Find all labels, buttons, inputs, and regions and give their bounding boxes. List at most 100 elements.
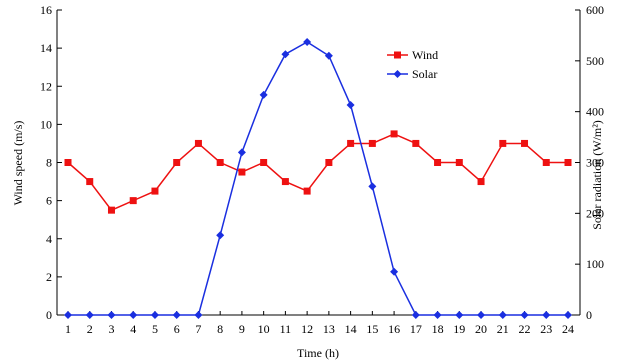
left-tick-label: 2 (46, 270, 52, 284)
right-tick-label: 600 (586, 3, 604, 17)
series-solar (64, 38, 572, 319)
solar-data-point (411, 311, 420, 319)
solar-data-point (85, 311, 94, 319)
x-tick-label: 6 (174, 322, 180, 336)
x-tick-label: 21 (497, 322, 509, 336)
x-tick-label: 5 (152, 322, 158, 336)
legend: Wind Solar (387, 48, 438, 81)
solar-data-point (368, 182, 377, 191)
x-tick-label: 17 (410, 322, 422, 336)
series-layer (64, 38, 572, 319)
wind-data-point (64, 159, 72, 166)
solar-data-point (129, 311, 138, 319)
solar-data-point (259, 90, 268, 99)
left-tick-label: 6 (46, 194, 52, 208)
wind-data-point (390, 130, 398, 138)
x-tick-label: 22 (519, 322, 531, 336)
series-wind (64, 130, 572, 214)
right-tick-label: 200 (586, 206, 604, 220)
right-tick-label: 400 (586, 105, 604, 119)
wind-data-point (412, 139, 420, 147)
solar-data-point (520, 311, 529, 319)
x-tick-label: 3 (108, 322, 114, 336)
wind-data-point (542, 159, 550, 166)
legend-item-solar: Solar (387, 67, 437, 81)
x-tick-label: 13 (323, 322, 335, 336)
wind-data-point (173, 159, 181, 166)
wind-data-point (434, 159, 442, 166)
legend-label: Wind (412, 48, 438, 62)
right-tick-label: 500 (586, 54, 604, 68)
x-tick-label: 1 (65, 322, 71, 336)
x-tick-label: 7 (195, 322, 201, 336)
wind-data-point (86, 178, 94, 186)
solar-data-point (216, 231, 225, 240)
x-tick-label: 15 (366, 322, 378, 336)
left-tick-label: 14 (40, 41, 52, 55)
left-axis-ticks: 0 2 4 6 8 10 12 14 16 (40, 3, 62, 322)
x-tick-label: 16 (388, 322, 400, 336)
solar-data-point (150, 311, 159, 319)
x-tick-label: 24 (562, 322, 574, 336)
x-tick-label: 4 (130, 322, 136, 336)
solar-data-point (107, 311, 116, 319)
right-tick-label: 100 (586, 257, 604, 271)
x-tick-label: 19 (453, 322, 465, 336)
wind-data-point (455, 159, 463, 166)
x-tick-label: 14 (345, 322, 357, 336)
solar-data-point (172, 311, 181, 319)
solar-series-line (68, 41, 568, 316)
wind-data-point (368, 139, 376, 147)
right-y-axis-title: Solar radiation (W/m²) (590, 120, 604, 230)
left-tick-label: 8 (46, 156, 52, 170)
wind-data-point (521, 139, 529, 147)
x-tick-label: 20 (475, 322, 487, 336)
wind-data-point (564, 159, 572, 166)
x-tick-label: 9 (239, 322, 245, 336)
left-tick-label: 10 (40, 117, 52, 131)
solar-data-point (390, 267, 399, 276)
left-tick-label: 0 (46, 308, 52, 322)
axes (56, 10, 581, 316)
solar-data-point (564, 311, 572, 319)
solar-data-point (498, 311, 507, 319)
solar-data-point (281, 50, 290, 59)
wind-data-point (499, 139, 507, 147)
left-tick-label: 16 (40, 3, 52, 17)
legend-label: Solar (412, 67, 437, 81)
right-axis-ticks: 0 100 200 300 400 500 600 (575, 3, 604, 322)
wind-data-point (325, 159, 333, 166)
left-tick-label: 12 (40, 79, 52, 93)
x-tick-label: 12 (301, 322, 313, 336)
wind-data-point (216, 159, 224, 166)
wind-data-point (281, 178, 289, 186)
left-y-axis-title: Wind speed (m/s) (11, 121, 25, 206)
wind-data-point (238, 168, 246, 176)
right-tick-label: 0 (586, 308, 592, 322)
solar-data-point (455, 311, 464, 319)
wind-data-point (347, 139, 355, 147)
wind-data-point (477, 178, 485, 186)
x-tick-label: 8 (217, 322, 223, 336)
solar-data-point (237, 148, 246, 157)
x-axis-ticks: 1 2 3 4 5 6 7 8 9 10 11 12 13 14 15 16 17 18 19 20 21 22 23 24 (65, 311, 574, 336)
solar-data-point (324, 51, 333, 60)
x-tick-label: 18 (432, 322, 444, 336)
wind-data-point (151, 187, 159, 195)
x-tick-label: 10 (258, 322, 270, 336)
x-tick-label: 11 (280, 322, 292, 336)
wind-data-point (194, 139, 202, 147)
wind-data-point (303, 187, 311, 195)
solar-data-point (433, 311, 442, 319)
left-tick-label: 4 (46, 232, 52, 246)
solar-data-point (303, 38, 312, 47)
wind-series-line (67, 133, 568, 212)
x-axis-title: Time (h) (297, 346, 339, 360)
solar-data-point (64, 311, 72, 319)
x-tick-label: 23 (540, 322, 552, 336)
solar-data-point (542, 311, 551, 319)
x-tick-label: 2 (87, 322, 93, 336)
right-tick-label: 300 (586, 156, 604, 170)
solar-data-point (194, 311, 203, 319)
